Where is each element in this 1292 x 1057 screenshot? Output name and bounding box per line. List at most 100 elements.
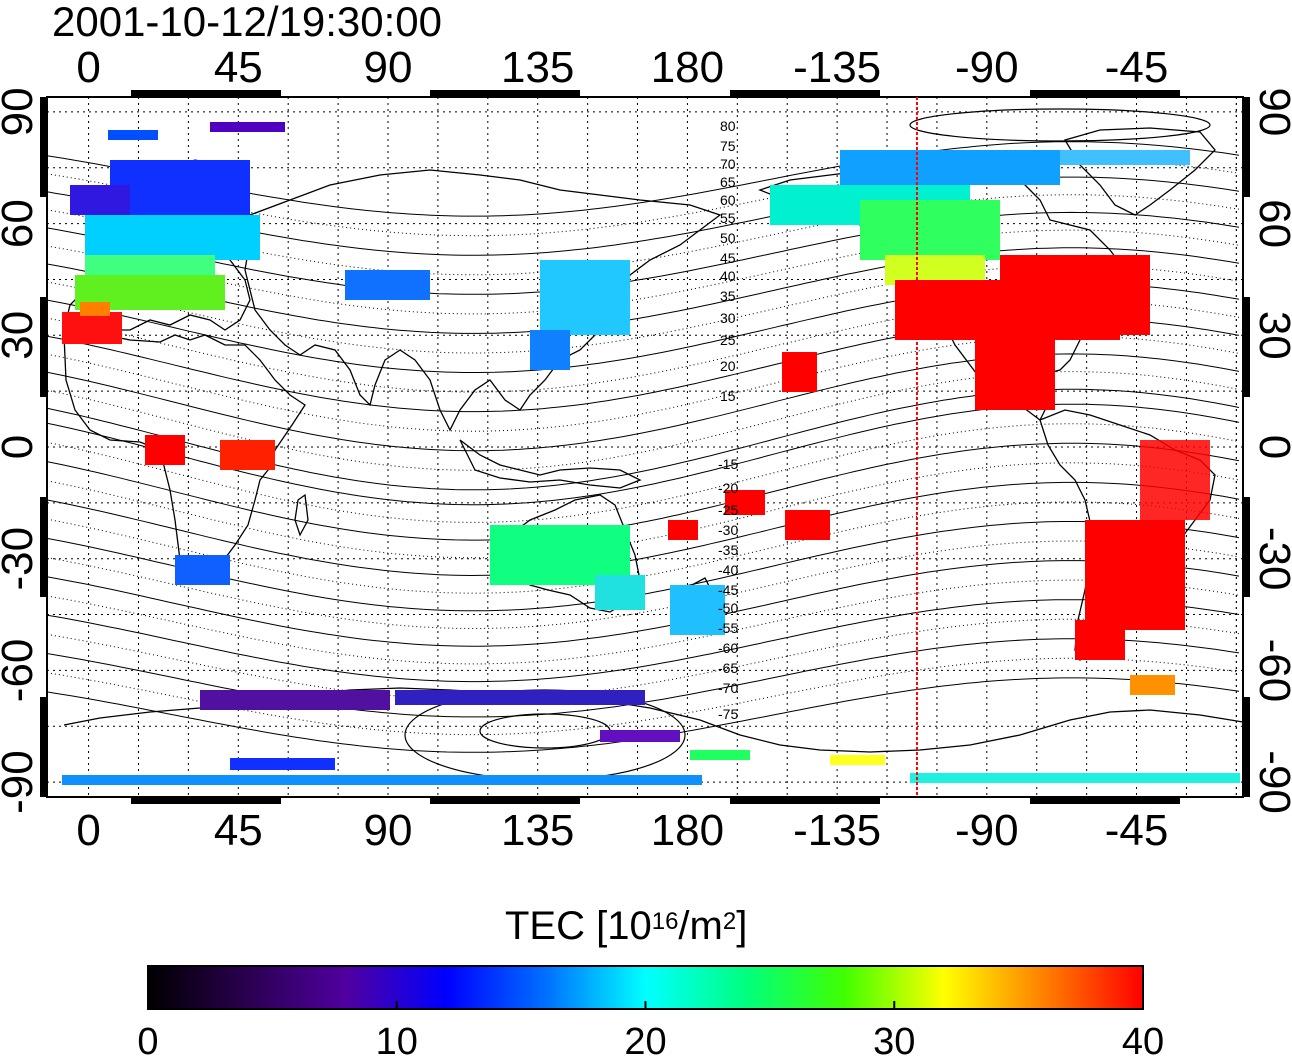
magnetic-contour-line (47, 599, 1240, 683)
tec-patch-south-america-2 (1140, 440, 1210, 520)
south-contour-label: -75 (718, 706, 738, 722)
bottom-longitude-label: 90 (364, 806, 413, 855)
asia-coastline (244, 169, 722, 432)
bottom-longitude-label: -90 (955, 806, 1019, 855)
right-latitude-label: -60 (1250, 639, 1292, 703)
colorbar-title: TEC [1016/m2] (505, 902, 747, 950)
colorbar-title-main: TEC [10 (505, 904, 652, 948)
tec-observations (62, 122, 1240, 785)
south-contour-label: -50 (718, 600, 738, 616)
tec-patch-japan (540, 260, 630, 335)
top-longitude-label: 45 (214, 43, 263, 92)
north-contour-label: 20 (720, 358, 736, 374)
tec-patch-arctic-europe (210, 122, 285, 132)
north-contour-label: 25 (720, 332, 736, 348)
madagascar-coastline (294, 493, 309, 537)
left-latitude-label: -90 (0, 750, 42, 814)
south-contour-label: -30 (718, 522, 738, 538)
colorbar-title-unit-exponent: 2 (722, 908, 737, 935)
north-contour-label: 75 (720, 138, 736, 154)
top-longitude-label: -90 (955, 43, 1019, 92)
right-latitude-label: -30 (1250, 527, 1292, 591)
tec-patch-antarctica-2 (395, 690, 645, 705)
tec-patch-antarctica-3 (600, 730, 680, 742)
top-longitude-label: 0 (76, 43, 100, 92)
bottom-longitude-label: 135 (501, 806, 574, 855)
north-contour-label: 80 (720, 118, 736, 134)
bottom-longitude-label: 45 (214, 806, 263, 855)
tec-patch-mexico (975, 335, 1055, 410)
tec-patch-na-east (1000, 255, 1150, 335)
bottom-longitude-label: -45 (1105, 806, 1169, 855)
south-contour-label: -40 (718, 562, 738, 578)
north-magnetic-pole-contour (909, 108, 1211, 142)
tec-patch-antarctica-4 (230, 758, 335, 770)
north-contour-label: 40 (720, 268, 736, 284)
top-longitude-label: 90 (364, 43, 413, 92)
frame-tick-bars (40, 90, 1250, 804)
right-latitude-label: 90 (1250, 87, 1292, 136)
south-contour-label: -25 (718, 502, 738, 518)
north-contour-label: 50 (720, 230, 736, 246)
magnetic-contour-line (47, 560, 1240, 647)
left-latitude-label: 30 (0, 311, 42, 360)
tec-patch-nz-red (668, 520, 698, 540)
tec-patch-pole-band-right (910, 773, 1240, 783)
colorbar-title-unit: /m (678, 904, 723, 948)
top-longitude-label: 135 (501, 43, 574, 92)
south-contour-label: -20 (718, 480, 738, 496)
colorbar-title-end: ] (736, 904, 748, 948)
right-latitude-label: -90 (1250, 750, 1292, 814)
south-contour-label: -65 (718, 660, 738, 676)
tec-patch-south-africa (175, 555, 230, 585)
timestamp-title: 2001-10-12/19:30:00 (52, 0, 442, 45)
north-contour-label: 55 (720, 210, 736, 226)
south-contour-label: -45 (718, 582, 738, 598)
tec-patch-europe-north (110, 160, 250, 220)
south-contour-label: -35 (718, 542, 738, 558)
north-contour-label: 15 (720, 388, 736, 404)
tec-patch-greenland (1060, 150, 1190, 165)
tec-patch-south-america (1085, 520, 1185, 630)
tec-patch-na-arctic (840, 150, 1060, 185)
right-latitude-label: 0 (1250, 435, 1292, 459)
magnetic-contour-line (47, 423, 1240, 523)
tec-patch-europe-mid (85, 215, 260, 260)
magnetic-contour-line (47, 247, 1240, 334)
magnetic-contour-line (47, 481, 1240, 577)
bottom-longitude-label: 180 (651, 806, 724, 855)
tec-patch-patagonia (1075, 620, 1125, 660)
colorbar-tick-label: 30 (873, 1021, 915, 1057)
tec-patch-na-north-2 (860, 200, 1000, 260)
tec-patch-new-zealand (670, 585, 725, 635)
north-contour-label: 30 (720, 310, 736, 326)
tec-patch-antarctica-yellow (830, 755, 885, 765)
north-contour-label: 65 (720, 174, 736, 190)
tec-patch-antarctica-green (690, 750, 750, 760)
colorbar-tick-label: 20 (624, 1021, 666, 1057)
left-latitude-label: -60 (0, 639, 42, 703)
magnetic-contour-line (47, 335, 1240, 432)
tec-patch-arctic-europe-2 (108, 130, 158, 140)
tec-patch-europe-north-2 (70, 185, 130, 215)
top-longitude-label: -135 (793, 43, 881, 92)
south-contour-label: -15 (718, 456, 738, 472)
south-contour-label: -60 (718, 640, 738, 656)
tec-patch-antarctica-1 (200, 690, 390, 710)
colorbar-tick-label: 40 (1122, 1021, 1164, 1057)
left-latitude-label: 90 (0, 87, 42, 136)
tec-patch-pacific-red (725, 490, 765, 515)
right-latitude-label: 30 (1250, 311, 1292, 360)
greenland-coastline (1064, 127, 1216, 216)
tec-patch-australia-se (595, 575, 645, 610)
tec-patch-pole-band-left (62, 775, 702, 785)
indonesia-coastline (459, 439, 642, 489)
left-latitude-label: 60 (0, 199, 42, 248)
tec-patch-iberia-2 (80, 302, 110, 316)
south-contour-label: -70 (718, 680, 738, 696)
north-contour-label: 45 (720, 250, 736, 266)
tec-patch-falklands (1130, 675, 1175, 695)
left-latitude-label: 0 (0, 435, 42, 459)
tec-patch-pacific-red-2 (785, 510, 830, 540)
magnetic-contour-line (47, 657, 1240, 736)
